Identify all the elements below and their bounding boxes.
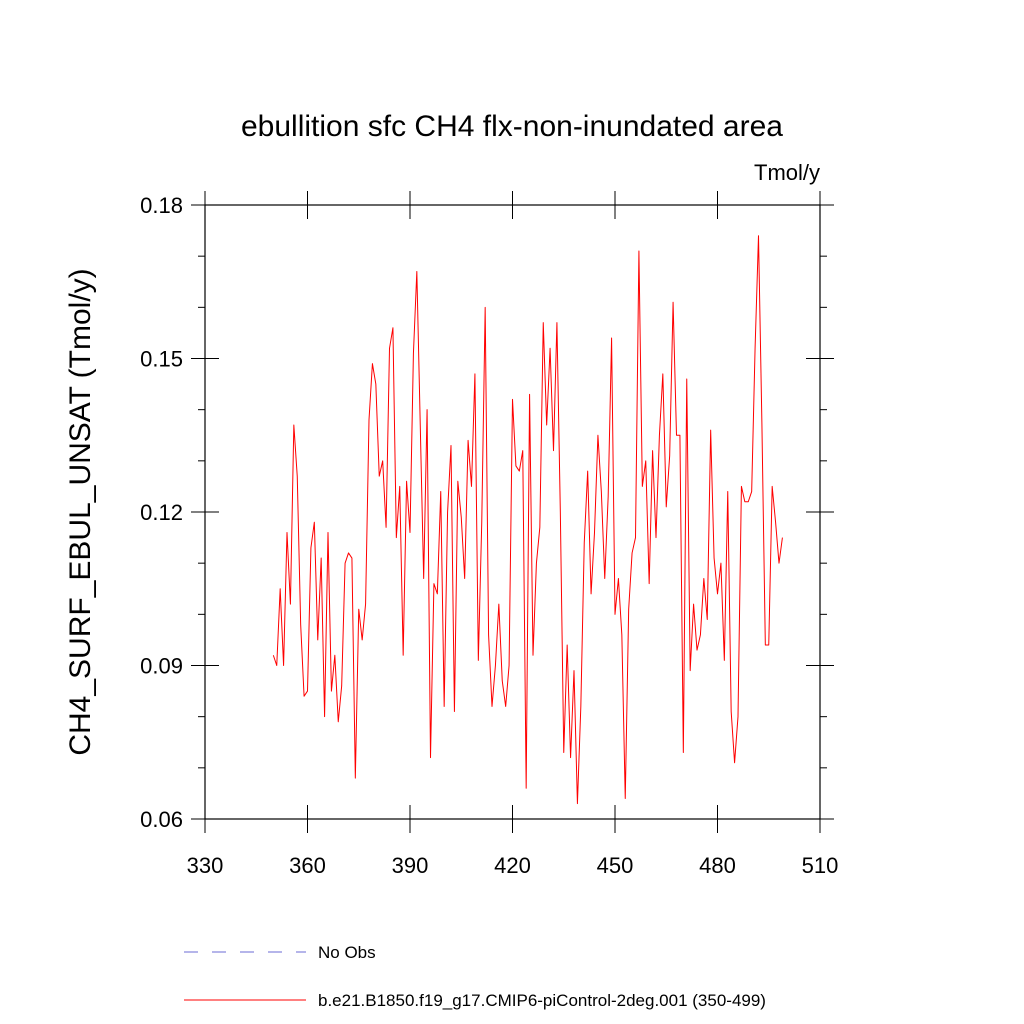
units-label: Tmol/y — [754, 160, 820, 185]
y-tick-label-1: 0.09 — [140, 654, 183, 679]
x-tick-label-0: 330 — [187, 853, 224, 878]
x-tick-label-3: 420 — [494, 853, 531, 878]
series-layer — [272, 235, 783, 805]
series-line-0 — [272, 235, 783, 805]
legend-label-model: b.e21.B1850.f19_g17.CMIP6-piControl-2deg… — [318, 991, 766, 1010]
legend-label-no-obs: No Obs — [318, 943, 376, 962]
chart-title: ebullition sfc CH4 flx-non-inundated are… — [241, 110, 783, 143]
y-tick-labels: 0.06 0.09 0.12 0.15 0.18 — [140, 193, 183, 832]
x-tick-label-6: 510 — [802, 853, 839, 878]
x-tick-label-2: 390 — [392, 853, 429, 878]
y-tick-label-2: 0.12 — [140, 500, 183, 525]
x-tick-label-1: 360 — [289, 853, 326, 878]
y-tick-label-4: 0.18 — [140, 193, 183, 218]
y-tick-label-3: 0.15 — [140, 347, 183, 372]
plot-frame — [204, 204, 821, 820]
y-tick-label-0: 0.06 — [140, 807, 183, 832]
x-tick-label-4: 450 — [597, 853, 634, 878]
x-tick-label-5: 480 — [699, 853, 736, 878]
x-tick-labels: 330 360 390 420 450 480 510 — [187, 853, 839, 878]
legend: No Obs b.e21.B1850.f19_g17.CMIP6-piContr… — [184, 943, 766, 1010]
axis-ticks — [191, 191, 834, 833]
y-axis-label: CH4_SURF_EBUL_UNSAT (Tmol/y) — [64, 268, 97, 755]
